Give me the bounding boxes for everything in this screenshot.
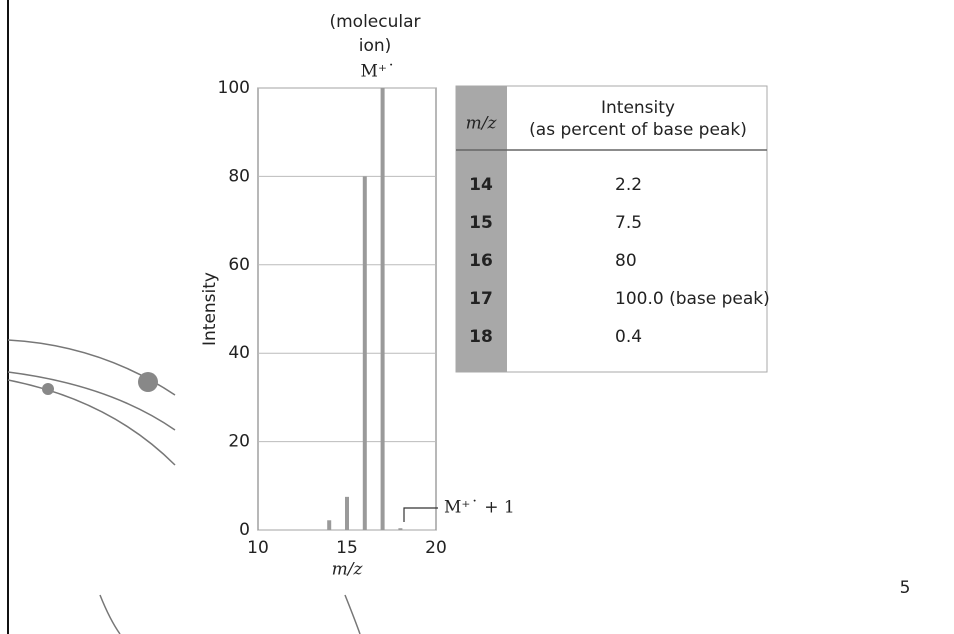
table-cell: 17 [469,289,493,309]
bar [380,88,385,530]
annotation: (molecular [329,12,420,32]
table-cell: 80 [615,251,637,271]
y-tick-label: 0 [239,520,250,540]
bar [362,176,367,530]
y-tick-label: 100 [218,78,250,98]
annotation: ion) [359,36,392,56]
y-tick-label: 40 [228,343,250,363]
table-header: (as percent of base peak) [529,120,747,140]
table-cell: 100.0 (base peak) [615,289,770,309]
x-tick-label: 15 [336,538,358,558]
table-cell: 14 [469,175,493,195]
table-header: Intensity [601,98,675,118]
table-cell: 18 [469,327,493,347]
annotation: M⁺˙ + 1 [444,498,515,518]
y-tick-label: 60 [228,255,250,275]
table-header: m/z [466,114,498,134]
annotation-bracket [403,507,438,522]
x-tick-label: 10 [247,538,269,558]
y-axis-label: Intensity [200,272,220,346]
table-cell: 7.5 [615,213,642,233]
annotation: M⁺˙ [361,62,396,82]
table-cell: 15 [469,213,493,233]
x-tick-label: 20 [425,538,447,558]
slide-number: 5 [900,578,911,598]
decoration [7,339,361,634]
y-tick-label: 80 [228,166,250,186]
table-cell: 2.2 [615,175,642,195]
table-cell: 16 [469,251,493,271]
table-key-column [456,86,507,372]
bar [345,496,349,530]
y-tick-label: 20 [228,432,250,452]
decoration-dot [42,383,54,395]
table-cell: 0.4 [615,327,642,347]
x-axis-label: m/z [332,560,364,580]
bar [398,528,403,530]
decoration-dot [138,372,158,392]
bar [327,520,332,530]
